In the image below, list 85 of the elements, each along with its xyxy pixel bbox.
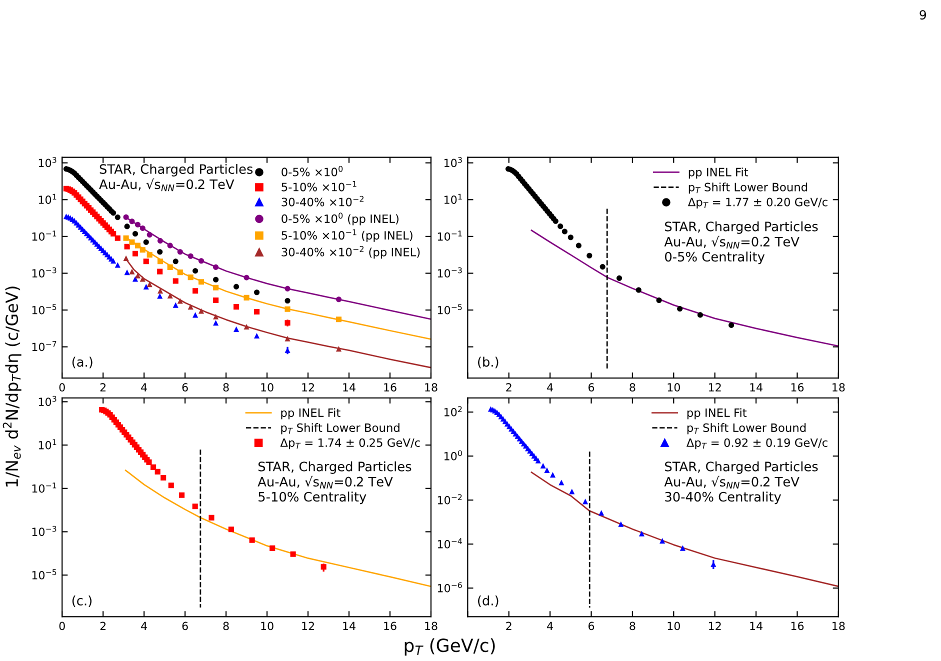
annotation: STAR, Charged Particles Au-Au, √s$_{NN}$=0.2 TeV 30-40% Centrality [664, 461, 818, 504]
x-tick-label: 14 [343, 383, 356, 392]
x-tick-label: 18 [425, 383, 438, 392]
x-tick-label: 10 [668, 383, 680, 392]
x-tick-label: 18 [832, 622, 845, 630]
x-tick-label: 8 [630, 383, 636, 392]
y-tick-label: 10$^{−5}$ [32, 569, 56, 580]
x-tick-label: 0 [59, 622, 65, 630]
annotation: (b.) [478, 356, 498, 368]
x-tick-label: 14 [750, 622, 762, 630]
legend-label: 5-10% ×10$^{−1}$ (pp INEL) [282, 229, 412, 242]
legend-label: p$_{T}$ Shift Lower Bound [281, 423, 400, 434]
legend-label: 0-5% ×10$^{0}$ (pp INEL) [282, 212, 398, 226]
annotation: STAR, Charged Particles Au-Au, √s$_{NN}$=0.2 TeV 5-10% Centrality [258, 461, 412, 504]
annotation: STAR, Charged Particles Au-Au, √s$_{NN}$=0.2 TeV 0-5% Centrality [664, 221, 818, 264]
x-tick-label: 10 [261, 383, 274, 392]
y-tick-label: 10$^{3}$ [444, 156, 462, 168]
y-tick-label: 10$^{−1}$ [32, 482, 56, 493]
x-tick-label: 18 [832, 383, 845, 392]
legend-label: p$_{T}$ Shift Lower Bound [688, 182, 808, 194]
y-tick-label: 10$^{0}$ [444, 450, 462, 460]
y-tick-label: 10$^{−1}$ [32, 230, 56, 241]
x-tick-label: 2 [506, 622, 512, 630]
y-tick-label: 10$^{1}$ [38, 194, 56, 204]
legend-label: Δp$_{T}$ = 0.92 ± 0.19 GeV/c [686, 438, 828, 450]
x-tick-label: 0 [59, 383, 65, 392]
x-tick-label: 12 [708, 383, 721, 392]
y-tick-label: 10$^{−2}$ [438, 494, 462, 504]
x-tick-label: 2 [100, 622, 106, 630]
legend-label: 0-5% ×10$^{0}$ [282, 166, 343, 176]
x-tick-label: 6 [588, 622, 594, 630]
legend-label: pp INEL Fit [687, 408, 747, 420]
x-tick-label: 14 [750, 383, 762, 392]
y-tick-label: 10$^{3}$ [38, 396, 56, 406]
y-tick-label: 10$^{−1}$ [438, 230, 462, 241]
y-tick-label: 10$^{−3}$ [32, 526, 56, 536]
x-tick-label: 16 [791, 622, 804, 630]
text: 9 [920, 10, 926, 20]
annotation: (a.) [72, 356, 92, 368]
legend-label: pp INEL Fit [688, 168, 748, 179]
legend-label: pp INEL Fit [281, 408, 340, 420]
x-tick-label: 16 [384, 622, 396, 630]
x-tick-label: 4 [547, 622, 553, 630]
legend-label: 30-40% ×10$^{−2}$ (pp INEL) [282, 246, 420, 259]
x-tick-label: 6 [588, 383, 594, 392]
x-tick-label: 12 [302, 622, 314, 630]
y-tick-label: 10$^{−5}$ [438, 304, 462, 314]
y-tick-label: 10$^{−6}$ [438, 582, 462, 592]
x-tick-label: 4 [141, 622, 147, 630]
x-tick-label: 6 [182, 622, 188, 630]
x-tick-label: 6 [182, 383, 188, 392]
annotation: STAR, Charged Particles Au-Au, √s$_{NN}$=0.2 TeV [99, 164, 253, 192]
x-tick-label: 4 [547, 383, 553, 392]
x-axis-title: p$_{T}$ (GeV/c) [404, 638, 495, 656]
legend-label: 5-10% ×10$^{−1}$ [282, 180, 356, 192]
y-axis-title: 1/N$_{ev}$ d$^{2}$N/dp$_{T}$dη (c/GeV) [2, 286, 22, 486]
x-tick-label: 10 [261, 622, 274, 630]
annotation: (d.) [478, 595, 498, 607]
x-tick-label: 4 [141, 383, 147, 392]
y-tick-label: 10$^{−3}$ [438, 267, 462, 278]
x-tick-label: 8 [630, 622, 636, 630]
x-tick-label: 8 [223, 622, 229, 630]
x-tick-label: 2 [100, 383, 106, 392]
x-tick-label: 2 [506, 383, 512, 392]
y-tick-label: 10$^{−7}$ [32, 341, 56, 352]
x-tick-label: 16 [384, 383, 396, 392]
legend-label: Δp$_{T}$ = 1.77 ± 0.20 GeV/c [688, 198, 828, 209]
x-tick-label: 14 [343, 622, 356, 630]
x-tick-label: 16 [791, 383, 804, 392]
y-tick-label: 10$^{2}$ [444, 406, 462, 416]
x-tick-label: 12 [708, 622, 721, 630]
x-tick-label: 10 [668, 622, 680, 630]
y-tick-label: 10$^{1}$ [444, 194, 462, 204]
y-tick-label: 10$^{−3}$ [32, 267, 56, 278]
annotation: (c.) [72, 595, 92, 607]
legend-label: p$_{T}$ Shift Lower Bound [687, 423, 806, 434]
x-tick-label: 18 [425, 622, 438, 630]
legend-label: Δp$_{T}$ = 1.74 ± 0.25 GeV/c [280, 438, 420, 450]
y-tick-label: 10$^{−5}$ [32, 304, 56, 314]
y-tick-label: 10$^{−4}$ [438, 538, 462, 548]
legend-label: 30-40% ×10$^{−2}$ [282, 196, 364, 206]
y-tick-label: 10$^{1}$ [38, 439, 56, 450]
x-tick-label: 12 [302, 383, 314, 392]
x-tick-label: 8 [223, 383, 229, 392]
y-tick-label: 10$^{3}$ [38, 156, 56, 168]
